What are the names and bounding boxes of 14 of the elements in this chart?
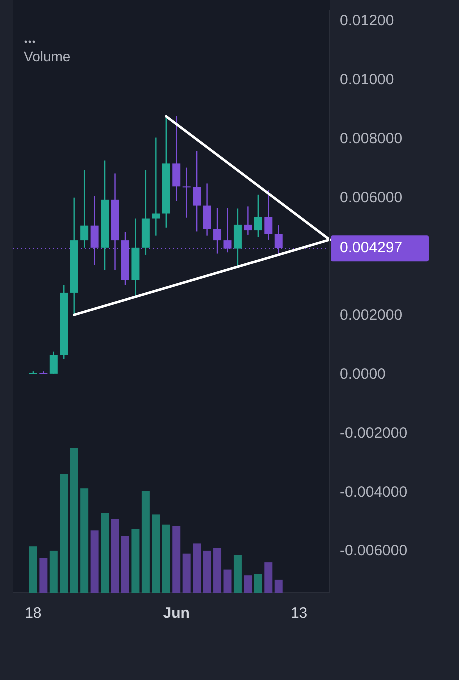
- y-tick-label: 0.01200: [340, 12, 394, 30]
- y-tick-label: 0.002000: [340, 307, 403, 324]
- ref-line-label: 0.004297: [340, 240, 403, 257]
- y-tick-label: -0.006000: [340, 542, 408, 560]
- y-tick-label: 0.008000: [340, 130, 403, 148]
- text: Volume: [24, 48, 71, 65]
- y-tick-label: -0.004000: [340, 484, 408, 501]
- y-tick-label: 0.01000: [340, 72, 394, 89]
- y-tick-label: -0.002000: [340, 424, 408, 442]
- x-tick-label: 18: [25, 604, 42, 622]
- y-tick-label: 0.006000: [340, 189, 403, 206]
- y-tick-label: 0.0000: [340, 366, 386, 384]
- x-tick-label: Jun: [163, 604, 190, 622]
- x-tick-label: 13: [290, 604, 308, 622]
